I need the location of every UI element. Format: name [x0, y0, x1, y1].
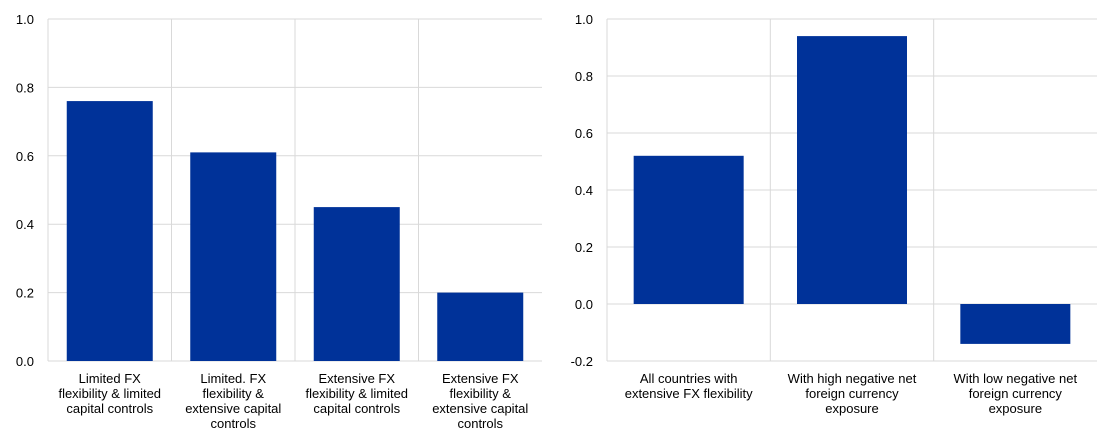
right-ytick-label: 0.8 [575, 69, 593, 84]
right-ytick-label: 0.0 [575, 297, 593, 312]
right-ytick-label: 0.2 [575, 240, 593, 255]
right-ytick-label: -0.2 [571, 354, 593, 369]
left-category-label-1: Limited FX flexibility & limited capital c… [58, 371, 161, 416]
right-ytick-label: 1.0 [575, 12, 593, 27]
right-category-label-1: All countries with extensive FX flexibili… [625, 371, 753, 401]
left-ytick-label: 0.4 [16, 217, 34, 232]
left-ytick-label: 0.2 [16, 286, 34, 301]
left-bar-1 [66, 101, 153, 361]
left-category-label-2: Limited. FX flexibility & extensive capita… [185, 371, 281, 431]
left-category-label-4: Extensive FX flexibility & extensive capit… [432, 371, 528, 431]
left-ytick-label: 1.0 [16, 12, 34, 27]
left-ytick-label: 0.8 [16, 80, 34, 95]
left-bar-2 [190, 152, 277, 361]
left-bar-3 [313, 207, 400, 361]
left-ytick-label: 0.6 [16, 149, 34, 164]
right-bar-1 [633, 155, 744, 304]
right-category-label-2: With high negative net foreign currency ex… [788, 371, 917, 416]
right-bar-2 [797, 36, 907, 304]
left-category-label-3: Extensive FX flexibility & limited capital… [305, 371, 408, 416]
right-category-label-3: With low negative net foreign currency exp… [954, 371, 1078, 416]
left-ytick-label: 0.0 [16, 354, 34, 369]
right-bar-3 [960, 304, 1071, 344]
right-ytick-label: 0.6 [575, 126, 593, 141]
right-ytick-label: 0.4 [575, 183, 593, 198]
left-bar-4 [437, 292, 524, 361]
